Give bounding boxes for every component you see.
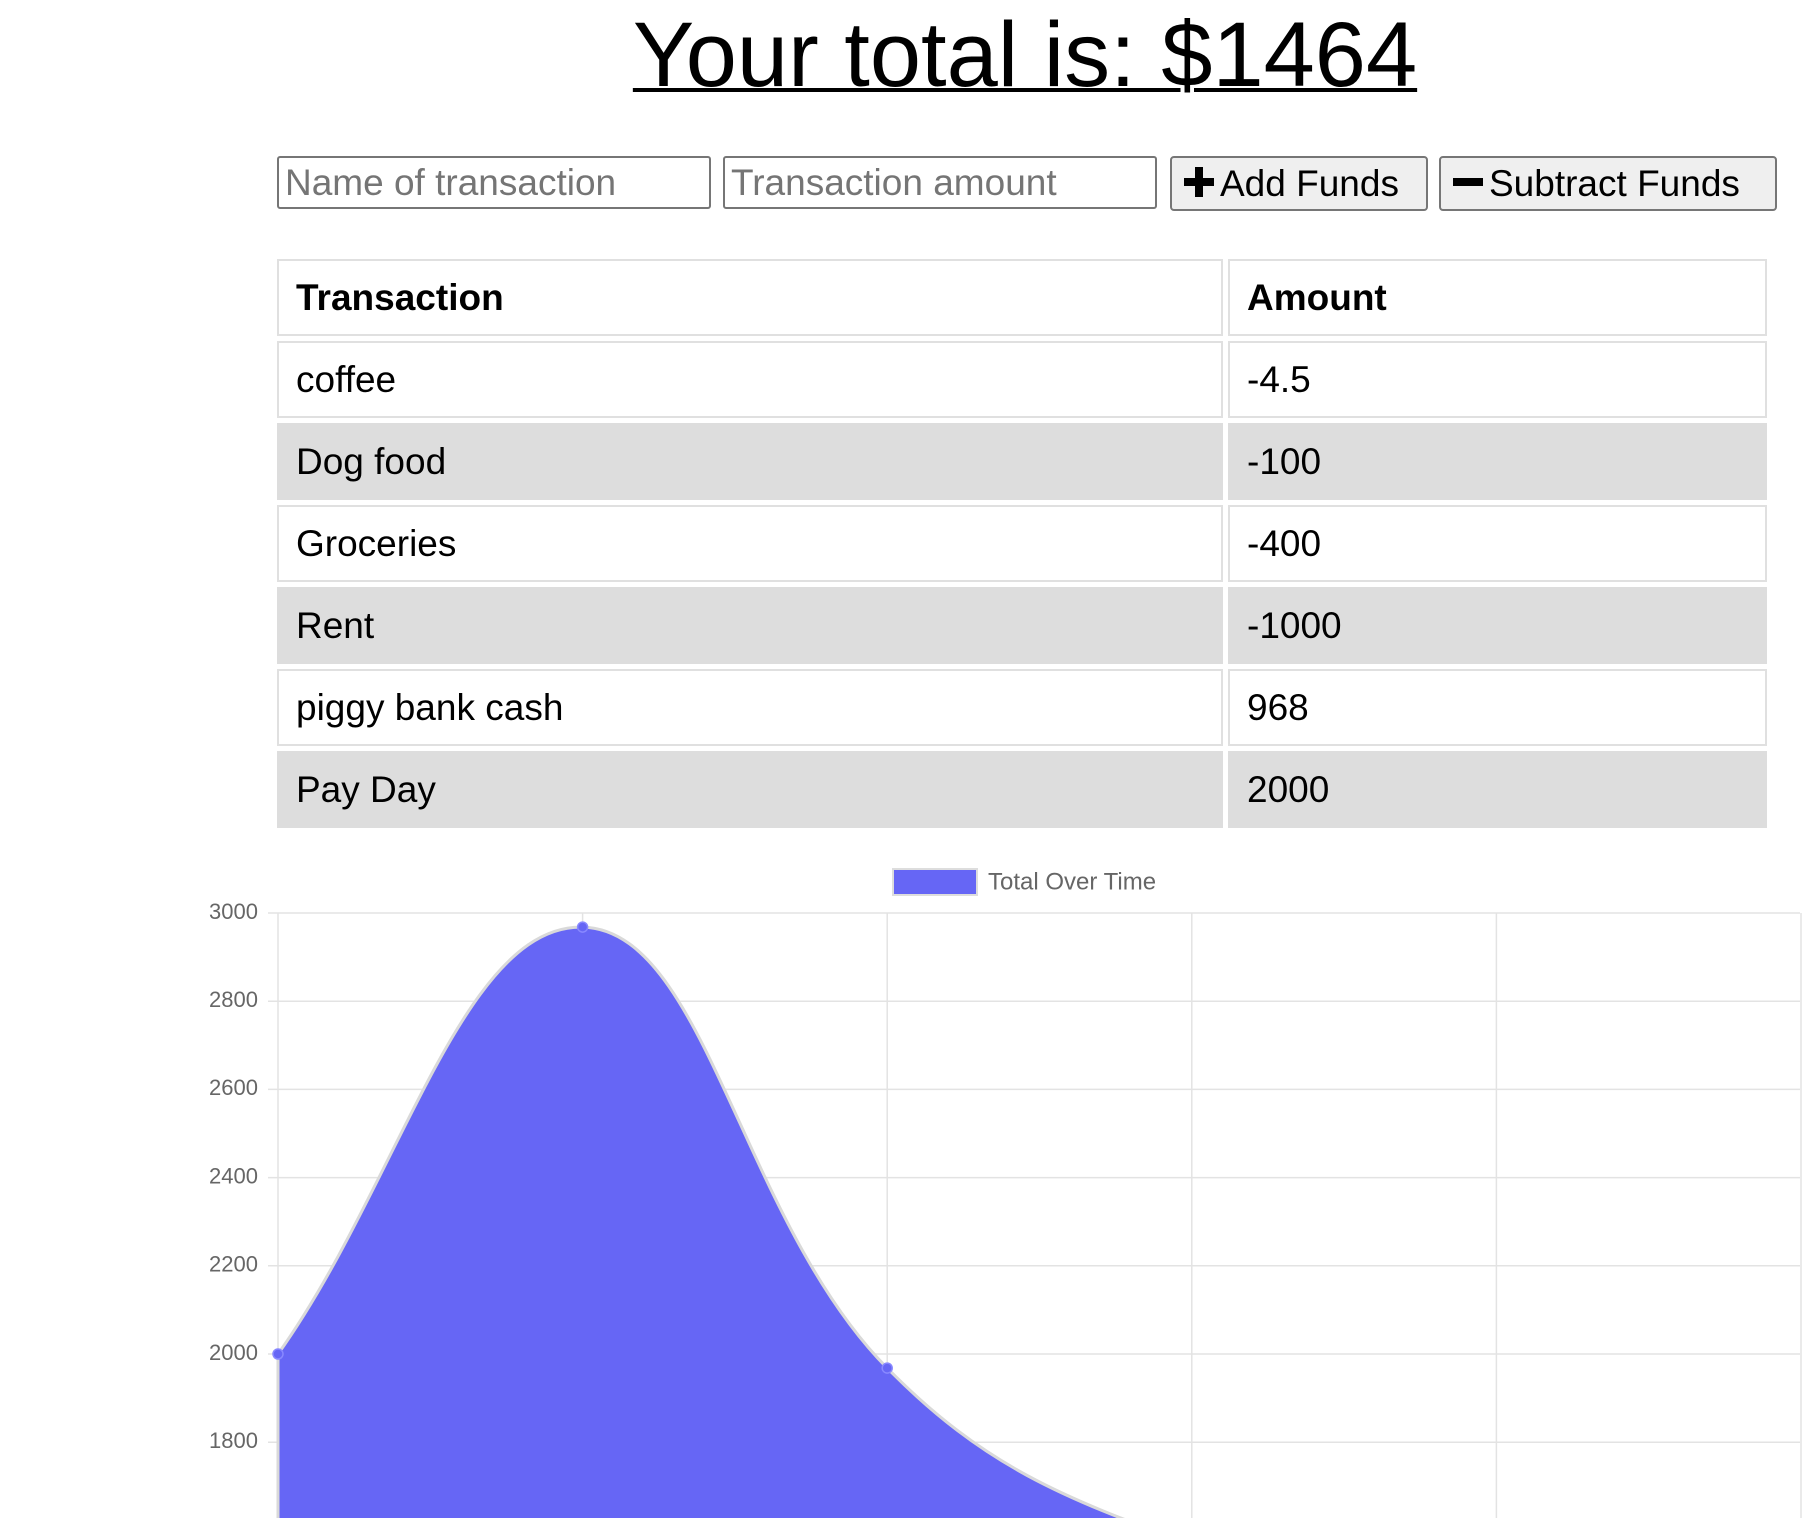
y-tick-label: 1800 <box>209 1428 258 1453</box>
table-row: Groceries -400 <box>277 505 1767 582</box>
amount-cell: -1000 <box>1228 587 1767 664</box>
transaction-cell: Groceries <box>277 505 1223 582</box>
table-row: Dog food -100 <box>277 423 1767 500</box>
amount-cell: -100 <box>1228 423 1767 500</box>
minus-icon <box>1453 178 1483 187</box>
transaction-cell: coffee <box>277 341 1223 418</box>
legend-label[interactable]: Total Over Time <box>988 868 1156 895</box>
transaction-cell: Pay Day <box>277 751 1223 828</box>
y-tick-label: 2000 <box>209 1340 258 1365</box>
amount-cell: -400 <box>1228 505 1767 582</box>
table-row: Pay Day 2000 <box>277 751 1767 828</box>
y-tick-label: 3000 <box>209 899 258 924</box>
point <box>576 921 589 933</box>
amount-input[interactable]: Transaction amount <box>723 156 1157 209</box>
column-header: Amount <box>1228 259 1767 336</box>
table-row: Rent -1000 <box>277 587 1767 664</box>
name-input[interactable]: Name of transaction <box>277 156 711 209</box>
legend-swatch[interactable] <box>892 868 978 896</box>
total-title: Your total is: $1464 <box>632 4 1418 106</box>
subtract-button[interactable]: Subtract Funds <box>1439 156 1777 211</box>
amount-cell: 2000 <box>1228 751 1767 828</box>
y-tick-label: 2600 <box>209 1075 258 1100</box>
transactions-table: Transaction Amount coffee -4.5 Dog food -100… <box>272 254 1772 833</box>
table-row: coffee -4.5 <box>277 341 1767 418</box>
amount-cell: -4.5 <box>1228 341 1767 418</box>
transaction-cell: piggy bank cash <box>277 669 1223 746</box>
y-tick-label: 2200 <box>209 1252 258 1277</box>
transaction-cell: Dog food <box>277 423 1223 500</box>
point <box>881 1362 893 1374</box>
y-tick-label: 2800 <box>209 987 258 1012</box>
amount-cell: 968 <box>1228 669 1767 746</box>
add-button[interactable]: Add Funds <box>1170 156 1428 211</box>
add-label: Add Funds <box>1220 163 1399 204</box>
point <box>272 1348 284 1360</box>
transaction-cell: Rent <box>277 587 1223 664</box>
table-row: piggy bank cash 968 <box>277 669 1767 746</box>
plus-icon <box>1184 167 1214 198</box>
area <box>276 925 1125 1518</box>
y-tick-label: 2400 <box>209 1163 258 1188</box>
y-tick-label: 1600 <box>209 1516 258 1518</box>
column-header: Transaction <box>277 259 1223 336</box>
subtract-label: Subtract Funds <box>1489 163 1740 204</box>
